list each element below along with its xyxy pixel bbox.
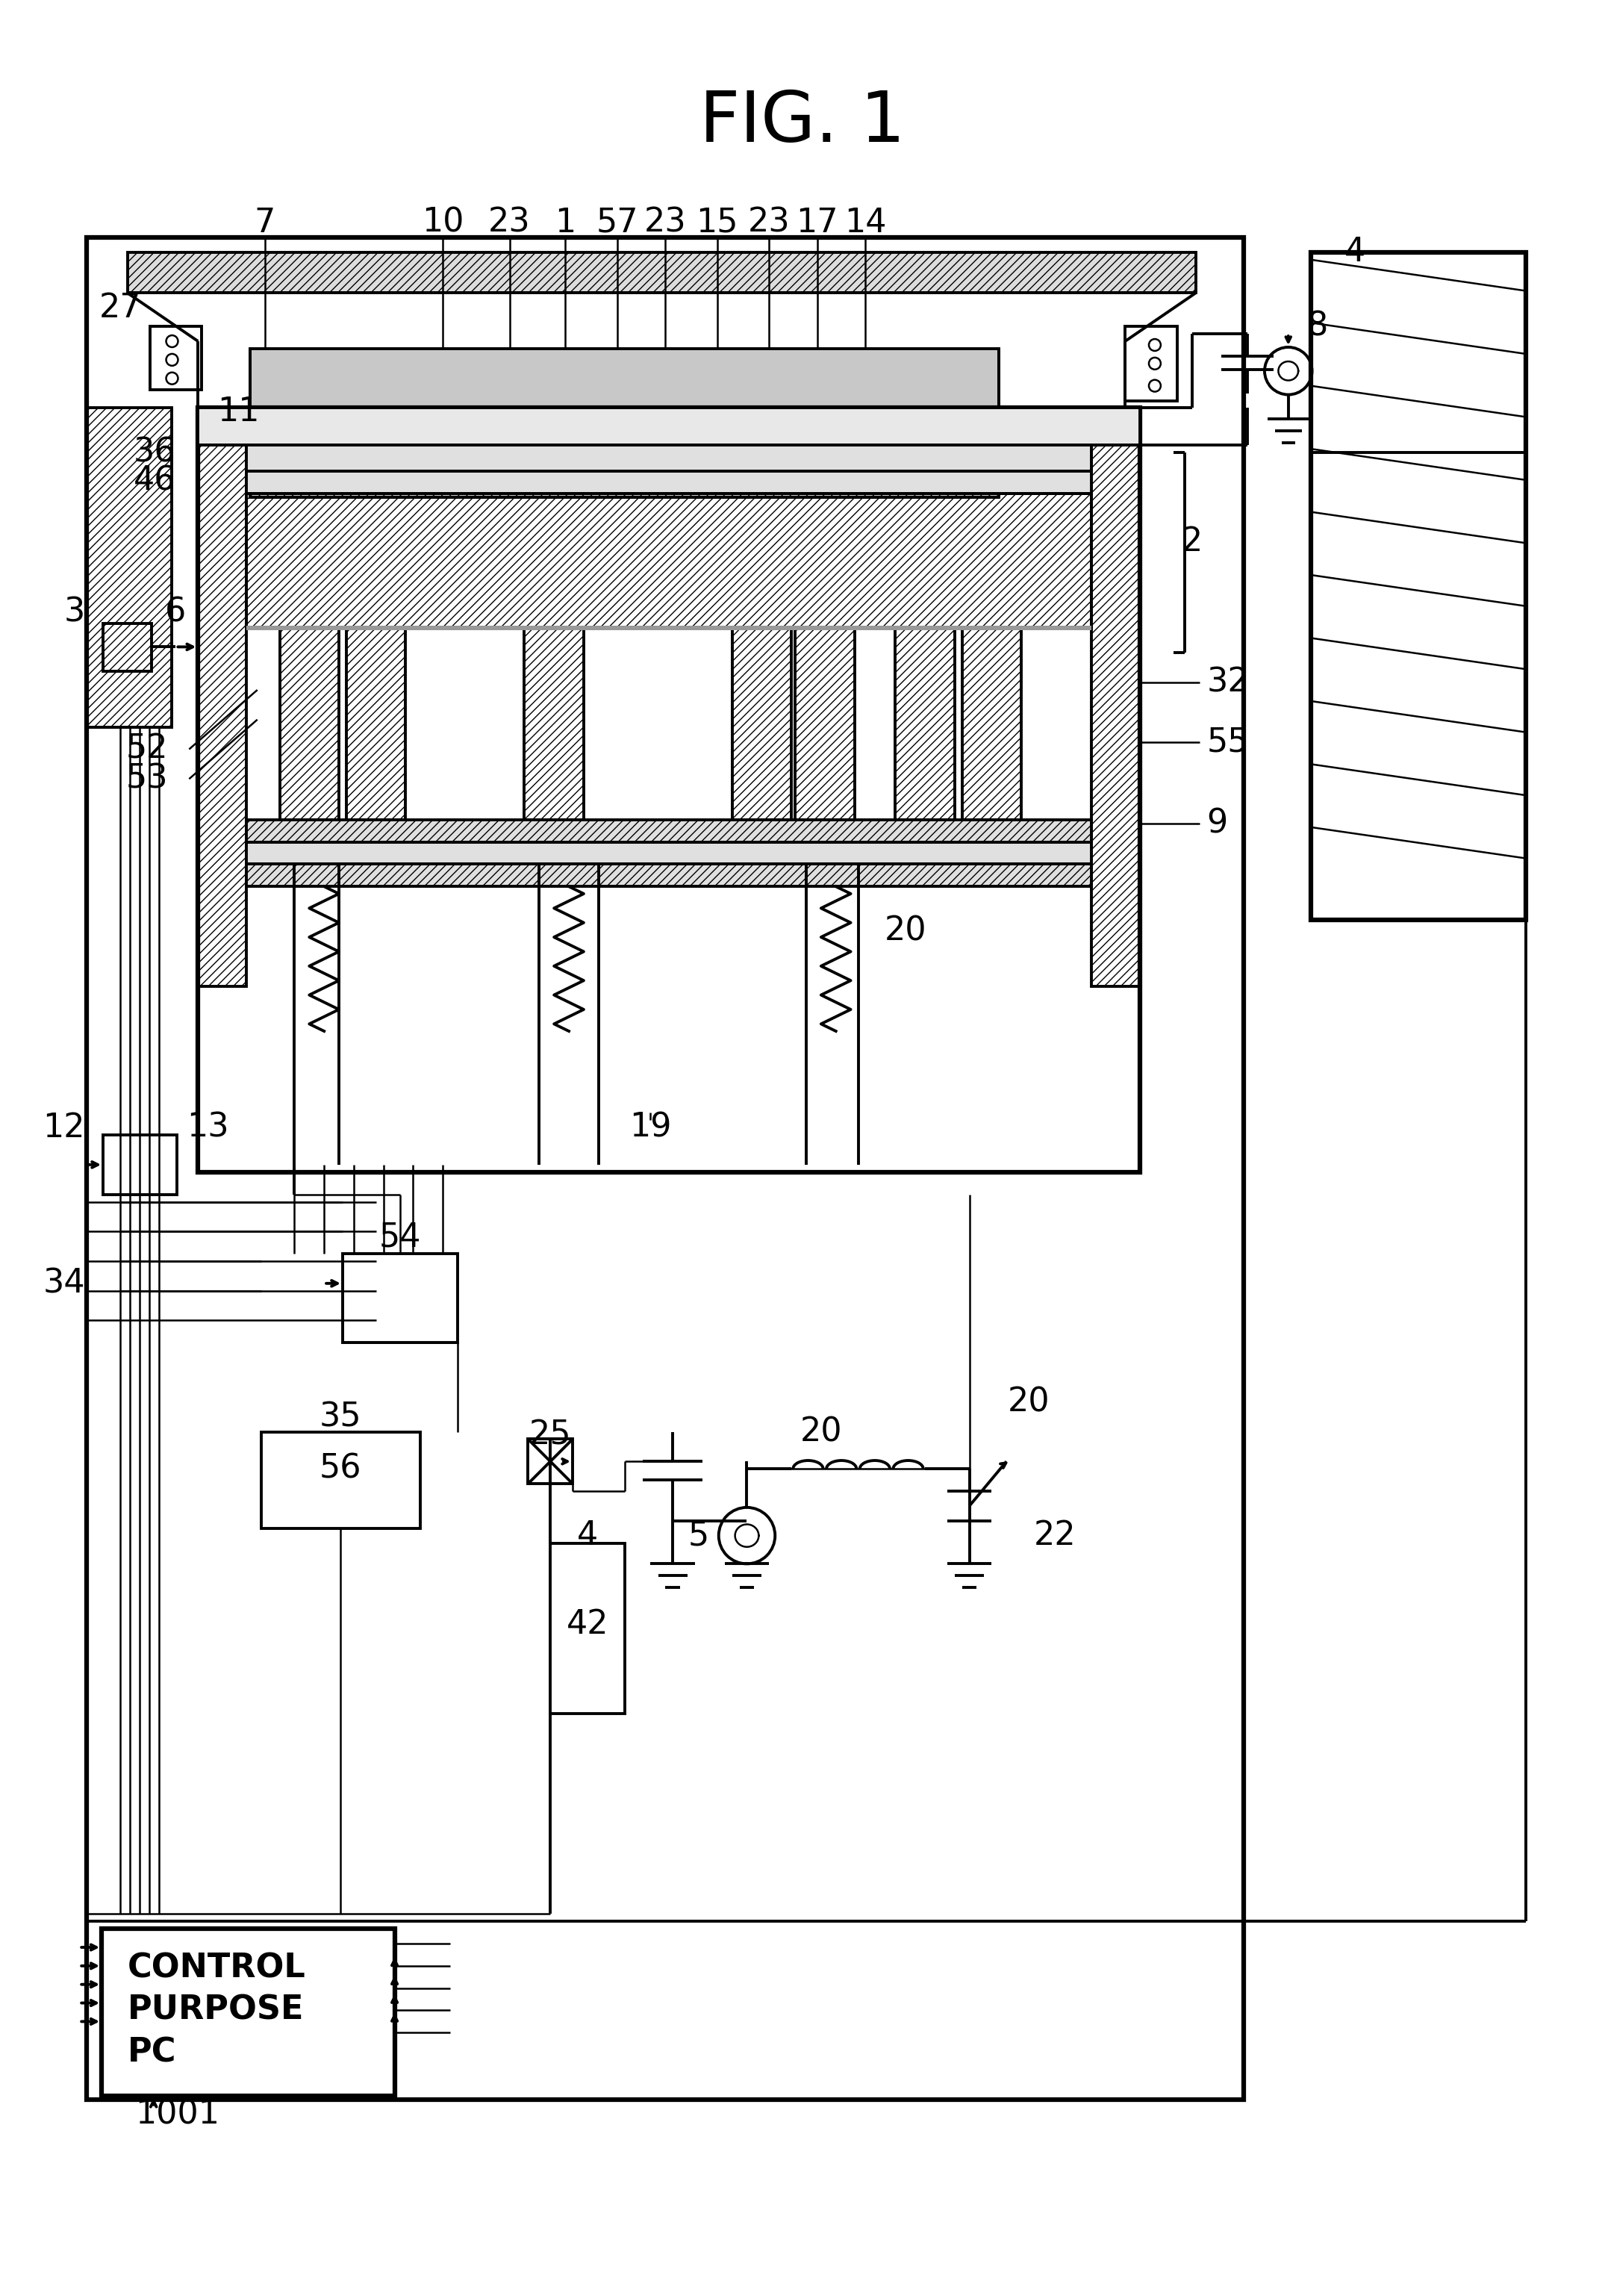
Bar [279,627,339,820]
Bar [246,820,1091,843]
Text: 34: 34 [43,1267,85,1300]
Bar [246,445,1091,471]
Bar [149,326,202,390]
Text: 19: 19 [629,1111,671,1143]
Text: 54: 54 [379,1221,421,1254]
Text: 56: 56 [319,1453,361,1486]
Text: 32: 32 [1207,666,1249,698]
Text: 3: 3 [64,597,85,629]
Text: 4: 4 [576,1520,599,1552]
Text: 22: 22 [1034,1520,1075,1552]
Bar [103,622,151,670]
Text: 20: 20 [884,916,926,946]
Bar [528,1440,573,1483]
Text: 46: 46 [133,464,177,496]
Text: 55: 55 [1207,726,1249,758]
Text: 14: 14 [844,207,886,239]
Bar [250,349,998,496]
Text: 25: 25 [530,1419,571,1451]
Bar [197,409,1140,445]
Text: 23: 23 [488,207,531,239]
Bar [246,843,1091,863]
Bar [961,627,1021,820]
Text: 5: 5 [689,1520,709,1552]
Text: 20: 20 [799,1417,843,1449]
Text: 10: 10 [422,207,464,239]
Bar [87,409,172,728]
Text: FIG. 1: FIG. 1 [700,87,905,156]
Text: 35: 35 [319,1401,361,1433]
Bar [87,409,172,728]
Bar [246,625,1091,629]
Text: 20: 20 [1008,1387,1050,1419]
Text: 23: 23 [644,207,687,239]
Bar [732,627,791,820]
Text: 1: 1 [555,207,576,239]
Text: 27: 27 [100,292,141,324]
Bar [197,409,1140,1173]
Text: 52: 52 [127,732,169,765]
Bar [197,445,246,987]
Bar [1125,326,1176,400]
Bar [794,627,854,820]
Text: 11: 11 [217,395,260,427]
Bar [262,1433,421,1529]
Text: 53: 53 [127,762,169,794]
Bar [1311,253,1526,921]
Text: 13: 13 [186,1111,230,1143]
Bar [246,471,1091,494]
Text: 17: 17 [796,207,838,239]
Bar [1091,445,1140,987]
Text: 23: 23 [748,207,790,239]
Bar [347,627,406,820]
Text: 15: 15 [697,207,738,239]
Bar [551,1543,624,1713]
Bar [246,494,1091,627]
Bar [87,236,1244,2099]
Text: 36: 36 [133,436,177,468]
Text: 7: 7 [254,207,276,239]
Bar [246,863,1091,886]
Text: 9: 9 [1207,808,1228,840]
Bar [103,1134,177,1194]
Text: 6: 6 [165,597,186,629]
Text: 57: 57 [595,207,639,239]
Text: CONTROL
PURPOSE
PC: CONTROL PURPOSE PC [127,1952,307,2069]
Text: 4: 4 [1345,236,1366,269]
Bar [342,1254,457,1343]
Text: 2: 2 [1181,526,1202,558]
Bar [101,1929,395,2096]
Text: 12: 12 [43,1111,85,1143]
Bar [127,253,1196,294]
Bar [896,627,955,820]
Bar [525,627,584,820]
Text: 1001: 1001 [135,2099,220,2131]
Text: 42: 42 [567,1609,608,1642]
Text: 8: 8 [1308,310,1329,342]
